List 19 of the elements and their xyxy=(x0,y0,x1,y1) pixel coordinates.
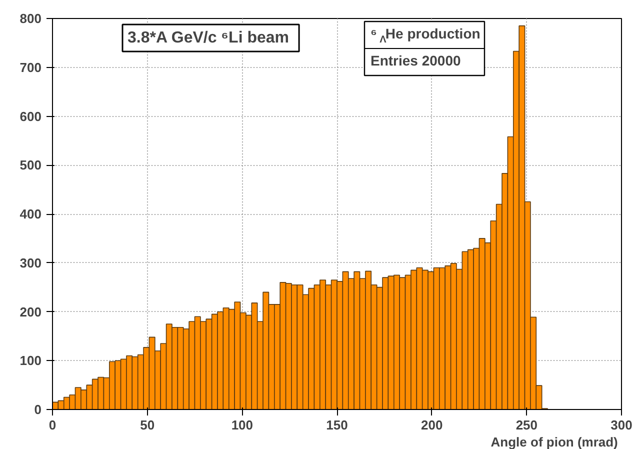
y-tick-label: 800 xyxy=(20,11,42,26)
x-tick-label: 300 xyxy=(610,418,632,432)
x-tick-label: 250 xyxy=(516,418,538,432)
x-tick-label: 100 xyxy=(231,418,254,432)
x-axis-title: Angle of pion (mrad) xyxy=(490,434,618,449)
text: 3.8*A GeV/c ⁶Li beam xyxy=(128,30,290,46)
y-tick-label: 100 xyxy=(20,353,42,368)
x-tick-label: 50 xyxy=(140,418,155,432)
x-tick-label: 150 xyxy=(326,418,348,432)
annotation: Entries 20000 xyxy=(370,52,461,68)
y-tick-label: 700 xyxy=(20,60,42,75)
y-tick-label: 300 xyxy=(20,255,42,270)
y-tick-label: 500 xyxy=(20,158,42,173)
y-tick-label: 400 xyxy=(20,206,42,222)
y-tick-label: 200 xyxy=(20,304,42,320)
y-tick-label: 600 xyxy=(20,108,42,124)
y-tick-label: 0 xyxy=(34,402,42,417)
x-tick-label: 200 xyxy=(420,418,443,432)
x-tick-label: 0 xyxy=(48,418,56,432)
